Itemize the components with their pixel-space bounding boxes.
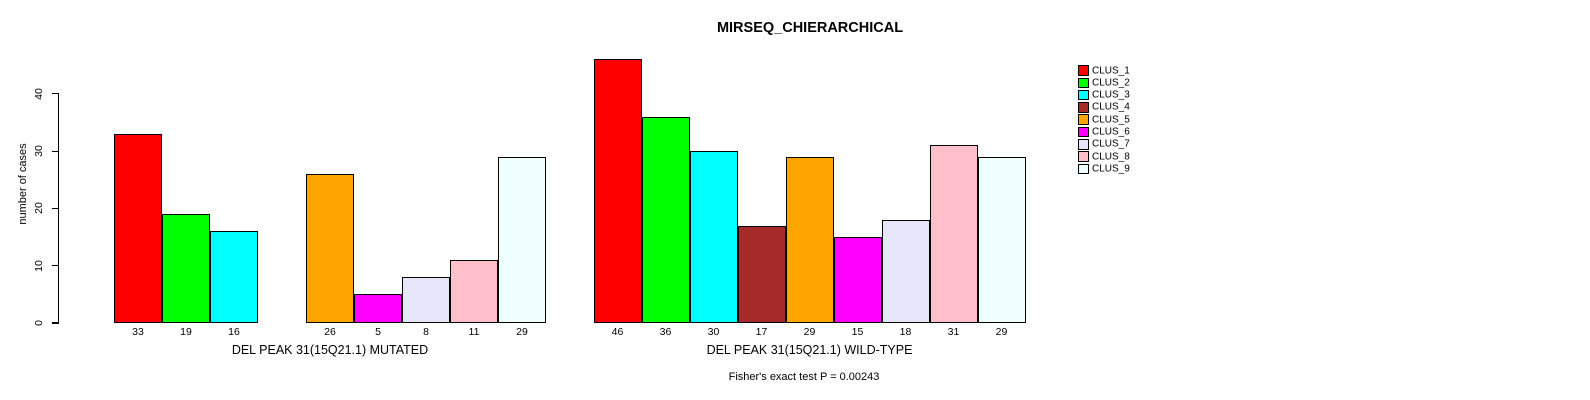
y-tick-label: 10 <box>33 259 45 272</box>
bar-value-label: 26 <box>324 326 336 338</box>
bar-clus_5-group2 <box>785 156 834 323</box>
bar-clus_9-group2 <box>977 156 1026 323</box>
legend-swatch-clus_8 <box>1078 151 1089 162</box>
legend-swatch-clus_4 <box>1078 102 1089 113</box>
bar-clus_3-group1 <box>210 231 258 323</box>
legend-swatch-clus_1 <box>1078 65 1089 76</box>
y-tick-label: 40 <box>33 87 45 100</box>
bar-value-label: 16 <box>228 326 240 338</box>
bar-clus_6-group2 <box>833 237 882 323</box>
bar-clus_8-group1 <box>450 259 498 323</box>
bar-clus_3-group2 <box>689 151 738 323</box>
fisher-test-annotation: Fisher's exact test P = 0.00243 <box>728 371 880 383</box>
legend-label-clus_3: CLUS_3 <box>1092 89 1130 101</box>
y-axis-title: number of cases <box>17 143 29 225</box>
legend-swatch-clus_6 <box>1078 126 1089 138</box>
bar-clus_1-group2 <box>593 59 642 323</box>
y-tick-label: 20 <box>33 202 45 215</box>
y-tick-label: 30 <box>33 145 45 157</box>
y-tick-mark <box>52 93 58 95</box>
bar-value-label: 15 <box>851 326 864 338</box>
legend-label-clus_7: CLUS_7 <box>1092 138 1130 150</box>
bar-value-label: 36 <box>659 326 672 338</box>
y-tick-mark <box>52 322 58 324</box>
bar-clus_6-group1 <box>354 294 402 323</box>
x-axis-title-group1: DEL PEAK 31(15Q21.1) MUTATED <box>231 343 429 357</box>
bar-value-label: 17 <box>755 326 768 338</box>
y-axis-line <box>58 93 60 324</box>
bar-clus_7-group1 <box>402 277 450 323</box>
legend-label-clus_1: CLUS_1 <box>1092 65 1130 76</box>
x-axis-title-group2: DEL PEAK 31(15Q21.1) WILD-TYPE <box>706 343 913 357</box>
y-tick-label: 0 <box>33 320 45 326</box>
bar-clus_2-group2 <box>641 116 690 323</box>
bar-value-label: 19 <box>180 326 192 338</box>
bar-clus_1-group1 <box>114 133 162 323</box>
legend-label-clus_6: CLUS_6 <box>1092 126 1130 138</box>
bar-value-label: 33 <box>132 326 144 338</box>
y-tick-mark <box>52 207 58 209</box>
bar-value-label: 18 <box>899 326 912 338</box>
bar-value-label: 29 <box>803 326 816 338</box>
bar-value-label: 29 <box>995 326 1008 338</box>
legend-swatch-clus_2 <box>1078 77 1089 89</box>
chart-title: MIRSEQ_CHIERARCHICAL <box>716 20 904 36</box>
legend-label-clus_5: CLUS_5 <box>1092 114 1130 126</box>
bar-value-label: 11 <box>468 326 480 338</box>
bar-value-label: 29 <box>516 326 528 338</box>
bar-value-label: 31 <box>947 326 960 338</box>
legend-label-clus_8: CLUS_8 <box>1092 151 1130 163</box>
bar-clus_5-group1 <box>306 174 354 323</box>
bar-clus_8-group2 <box>929 145 978 323</box>
bar-value-label: 46 <box>611 326 624 338</box>
bar-value-label: 30 <box>707 326 720 338</box>
legend-swatch-clus_9 <box>1078 163 1089 175</box>
bar-value-label: 8 <box>423 326 429 338</box>
legend-swatch-clus_3 <box>1078 89 1089 101</box>
bar-clus_4-group2 <box>737 225 786 323</box>
y-tick-mark <box>52 265 58 267</box>
bar-clus_7-group2 <box>881 219 930 323</box>
legend-label-clus_9: CLUS_9 <box>1092 163 1130 175</box>
legend-swatch-clus_5 <box>1078 114 1089 125</box>
legend-swatch-clus_7 <box>1078 139 1089 150</box>
legend-label-clus_2: CLUS_2 <box>1092 77 1130 89</box>
bar-clus_9-group1 <box>498 156 546 323</box>
bar-value-label: 5 <box>375 326 381 338</box>
bar-clus_2-group1 <box>162 214 210 323</box>
legend-label-clus_4: CLUS_4 <box>1092 101 1130 113</box>
y-tick-mark <box>52 150 58 152</box>
